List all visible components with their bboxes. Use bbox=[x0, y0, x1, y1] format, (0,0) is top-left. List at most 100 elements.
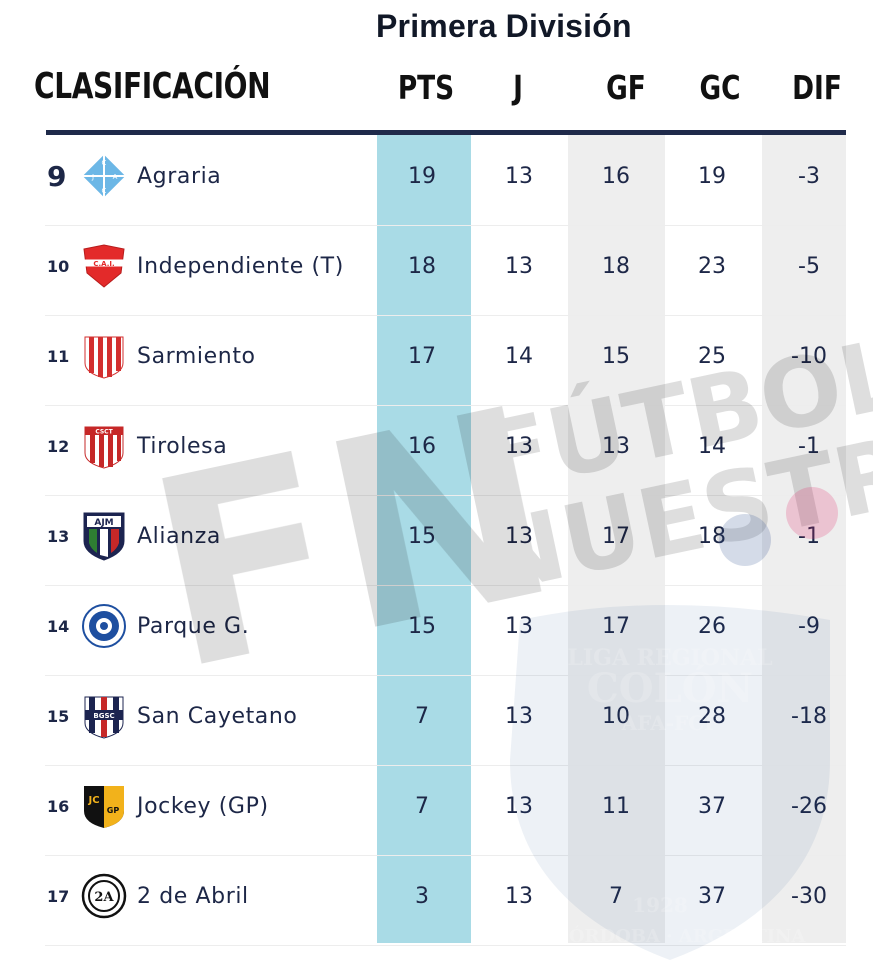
team-name: Parque G. bbox=[137, 614, 250, 639]
gc-value: 28 bbox=[698, 704, 726, 729]
column-header-dif: DIF bbox=[792, 68, 842, 107]
gf-value: 10 bbox=[602, 704, 630, 729]
team-name: Alianza bbox=[137, 524, 221, 549]
table-row: 11 Sarmiento 17 14 15 25 -10 bbox=[45, 315, 846, 406]
gf-value: 17 bbox=[602, 524, 630, 549]
j-value: 13 bbox=[505, 254, 533, 279]
gf-value: 17 bbox=[602, 614, 630, 639]
team-name: Agraria bbox=[137, 164, 222, 189]
pts-value: 3 bbox=[415, 884, 429, 909]
team-name: Independiente (T) bbox=[137, 254, 344, 279]
gc-value: 37 bbox=[698, 884, 726, 909]
dif-value: -26 bbox=[791, 794, 827, 819]
table-row: 13 AJM Alianza 15 13 17 18 -1 bbox=[45, 495, 846, 586]
gf-value: 18 bbox=[602, 254, 630, 279]
pts-value: 7 bbox=[415, 704, 429, 729]
dif-value: -10 bbox=[791, 344, 827, 369]
dif-value: -1 bbox=[798, 524, 820, 549]
svg-text:C.A.I.: C.A.I. bbox=[93, 260, 114, 268]
alianza-crest-icon: AJM bbox=[83, 512, 125, 561]
pts-value: 17 bbox=[408, 344, 436, 369]
team-name: Sarmiento bbox=[137, 344, 256, 369]
position: 15 bbox=[47, 707, 70, 726]
gf-column-shade bbox=[568, 135, 665, 943]
gc-value: 23 bbox=[698, 254, 726, 279]
jockey-crest-icon: JC GP bbox=[84, 786, 124, 828]
j-value: 13 bbox=[505, 524, 533, 549]
tirolesa-crest-icon: CSCT bbox=[84, 426, 124, 469]
position: 16 bbox=[47, 797, 70, 816]
dif-value: -3 bbox=[798, 164, 820, 189]
gf-value: 13 bbox=[602, 434, 630, 459]
gf-value: 7 bbox=[609, 884, 623, 909]
2-de-abril-crest-icon: 2A bbox=[81, 873, 127, 919]
pts-value: 7 bbox=[415, 794, 429, 819]
dif-value: -9 bbox=[798, 614, 820, 639]
j-value: 13 bbox=[505, 794, 533, 819]
gc-value: 37 bbox=[698, 794, 726, 819]
dif-value: -30 bbox=[791, 884, 827, 909]
j-value: 14 bbox=[505, 344, 533, 369]
pts-value: 15 bbox=[408, 524, 436, 549]
agraria-crest-icon: C J A C bbox=[81, 153, 127, 199]
parque-crest-icon bbox=[82, 604, 126, 648]
svg-text:C: C bbox=[102, 187, 107, 195]
gf-value: 15 bbox=[602, 344, 630, 369]
svg-text:JC: JC bbox=[87, 795, 99, 806]
gf-value: 11 bbox=[602, 794, 630, 819]
svg-text:GP: GP bbox=[107, 806, 120, 815]
team-name: San Cayetano bbox=[137, 704, 298, 729]
dif-column-shade bbox=[762, 135, 846, 943]
svg-text:J: J bbox=[91, 173, 94, 181]
gc-value: 19 bbox=[698, 164, 726, 189]
position: 12 bbox=[47, 437, 70, 456]
standings-table: 9 C J A C Agraria 19 13 16 19 -3 10 bbox=[35, 135, 846, 946]
dif-value: -18 bbox=[791, 704, 827, 729]
svg-text:C: C bbox=[102, 159, 107, 167]
team-name: Tirolesa bbox=[137, 434, 228, 459]
gc-value: 26 bbox=[698, 614, 726, 639]
j-value: 13 bbox=[505, 164, 533, 189]
header-rule bbox=[46, 130, 846, 135]
dif-value: -1 bbox=[798, 434, 820, 459]
pts-value: 15 bbox=[408, 614, 436, 639]
gc-value: 18 bbox=[698, 524, 726, 549]
sarmiento-crest-icon bbox=[84, 336, 124, 379]
column-header-gf: GF bbox=[606, 68, 646, 107]
svg-text:CSCT: CSCT bbox=[95, 429, 113, 436]
standings-title: CLASIFICACIÓN bbox=[34, 66, 271, 107]
team-name: 2 de Abril bbox=[137, 884, 249, 909]
position: 17 bbox=[47, 887, 70, 906]
gc-value: 14 bbox=[698, 434, 726, 459]
team-name: Jockey (GP) bbox=[137, 794, 269, 819]
table-row: 12 CSCT Tirolesa 16 13 13 14 -1 bbox=[45, 405, 846, 496]
san-cayetano-crest-icon: BGSC bbox=[84, 696, 124, 739]
j-value: 13 bbox=[505, 434, 533, 459]
pts-value: 16 bbox=[408, 434, 436, 459]
table-row: 9 C J A C Agraria 19 13 16 19 -3 bbox=[45, 135, 846, 226]
position: 9 bbox=[47, 160, 67, 193]
table-row: 17 2A 2 de Abril 3 13 7 37 -30 bbox=[45, 855, 846, 946]
column-header-gc: GC bbox=[699, 68, 741, 107]
column-header-j: J bbox=[513, 68, 523, 107]
pts-column-highlight bbox=[377, 135, 471, 943]
pts-value: 18 bbox=[408, 254, 436, 279]
position: 13 bbox=[47, 527, 70, 546]
svg-text:BGSC: BGSC bbox=[93, 712, 114, 720]
column-header-pts: PTS bbox=[397, 68, 455, 107]
position: 10 bbox=[47, 257, 70, 276]
pts-value: 19 bbox=[408, 164, 436, 189]
svg-text:A: A bbox=[113, 173, 118, 181]
gf-value: 16 bbox=[602, 164, 630, 189]
table-row: 14 Parque G. 15 13 17 26 -9 bbox=[45, 585, 846, 676]
table-row: 10 C.A.I. Independiente (T) 18 13 18 23 … bbox=[45, 225, 846, 316]
position: 14 bbox=[47, 617, 70, 636]
table-row: 16 JC GP Jockey (GP) 7 13 11 37 -26 bbox=[45, 765, 846, 856]
j-value: 13 bbox=[505, 704, 533, 729]
table-row: 15 BGSC San Cayetano 7 13 10 28 -18 bbox=[45, 675, 846, 766]
division-title: Primera División bbox=[376, 8, 632, 44]
j-value: 13 bbox=[505, 884, 533, 909]
dif-value: -5 bbox=[798, 254, 820, 279]
independiente-crest-icon: C.A.I. bbox=[83, 244, 125, 288]
